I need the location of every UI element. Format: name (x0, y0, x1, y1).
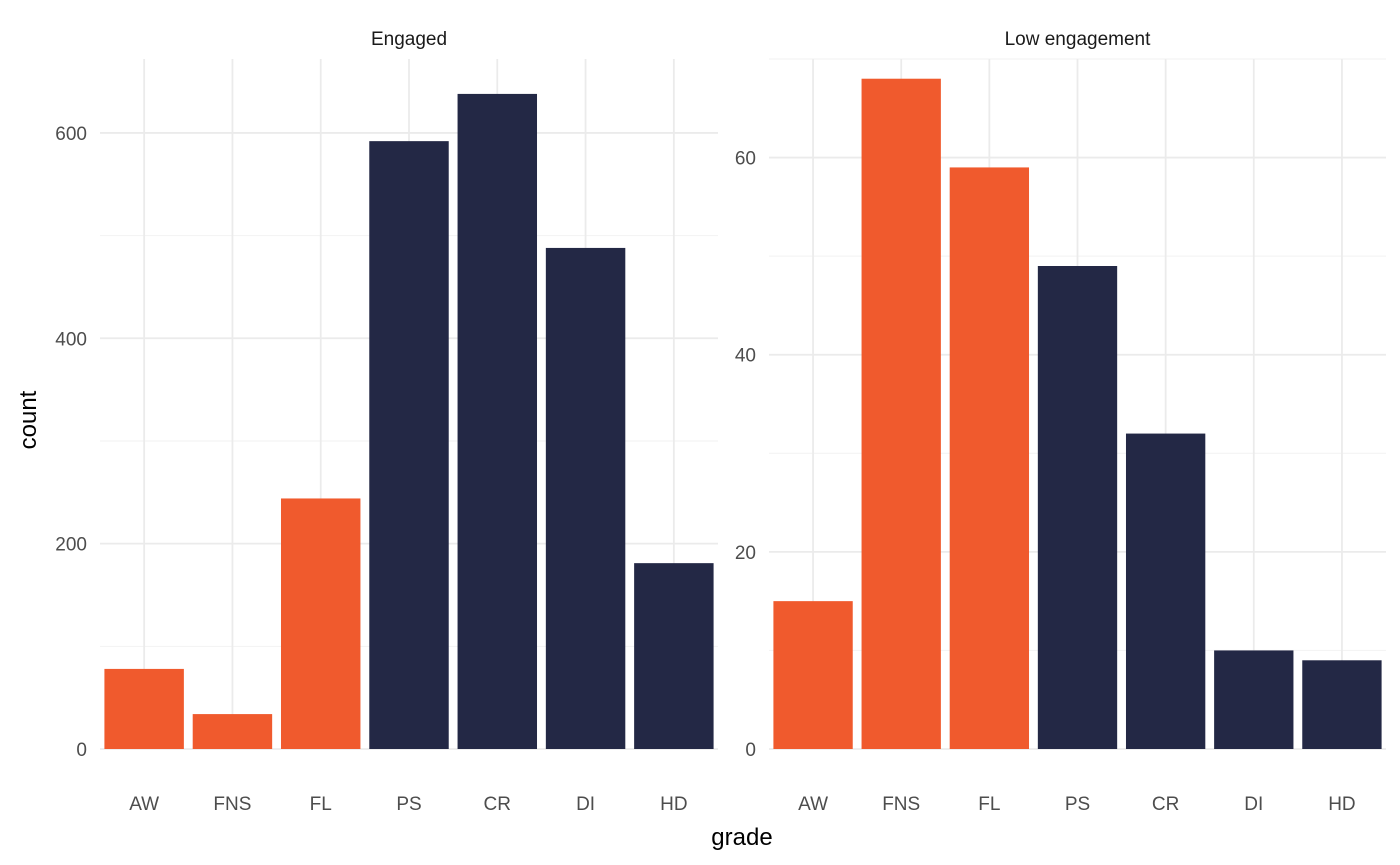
y-tick-label: 20 (735, 543, 756, 564)
x-tick-label: HD (1328, 794, 1355, 815)
y-tick-label: 400 (55, 329, 87, 350)
bar-hd (634, 563, 714, 749)
bar-aw (773, 601, 853, 749)
bar-hd (1302, 660, 1382, 749)
facet-title: Engaged (371, 29, 447, 50)
y-tick-label: 200 (55, 535, 87, 556)
facet-panel-2: 0 20 40 60 AW FNS FL PS CR DI HD Low engagement (735, 29, 1386, 815)
x-tick-label: FL (978, 794, 1000, 815)
bar-fns (192, 714, 273, 749)
y-tick-label: 600 (55, 124, 87, 145)
x-tick-label: CR (1152, 794, 1179, 815)
bar-ps (369, 141, 449, 750)
x-tick-label: FL (310, 794, 332, 815)
y-tick-label: 0 (745, 740, 756, 761)
y-tick-label: 60 (735, 149, 756, 170)
bar-fl (280, 498, 361, 749)
facet-panel-1: 0 200 400 600 AW FNS FL PS CR DI HD Engaged (55, 29, 718, 815)
x-tick-label: AW (798, 794, 828, 815)
x-tick-label: AW (129, 794, 159, 815)
bar-cr (1125, 433, 1206, 749)
bar-di (545, 247, 626, 749)
bar-fns (861, 78, 941, 749)
x-tick-label: FNS (882, 794, 920, 815)
bar-fl (949, 167, 1030, 749)
x-tick-label: HD (660, 794, 687, 815)
x-tick-label: CR (484, 794, 511, 815)
y-axis-title: count (15, 390, 42, 449)
bar-ps (1037, 266, 1118, 749)
x-tick-label: DI (1244, 794, 1263, 815)
x-tick-label: PS (1065, 794, 1090, 815)
x-tick-label: FNS (213, 794, 251, 815)
bar-aw (104, 668, 184, 749)
x-tick-label: PS (396, 794, 421, 815)
x-axis-title: grade (711, 824, 772, 851)
bar-cr (457, 93, 538, 750)
x-tick-label: DI (576, 794, 595, 815)
facet-title: Low engagement (1005, 29, 1151, 50)
y-tick-label: 40 (735, 346, 756, 367)
y-tick-label: 0 (76, 740, 87, 761)
bar-di (1214, 650, 1294, 749)
